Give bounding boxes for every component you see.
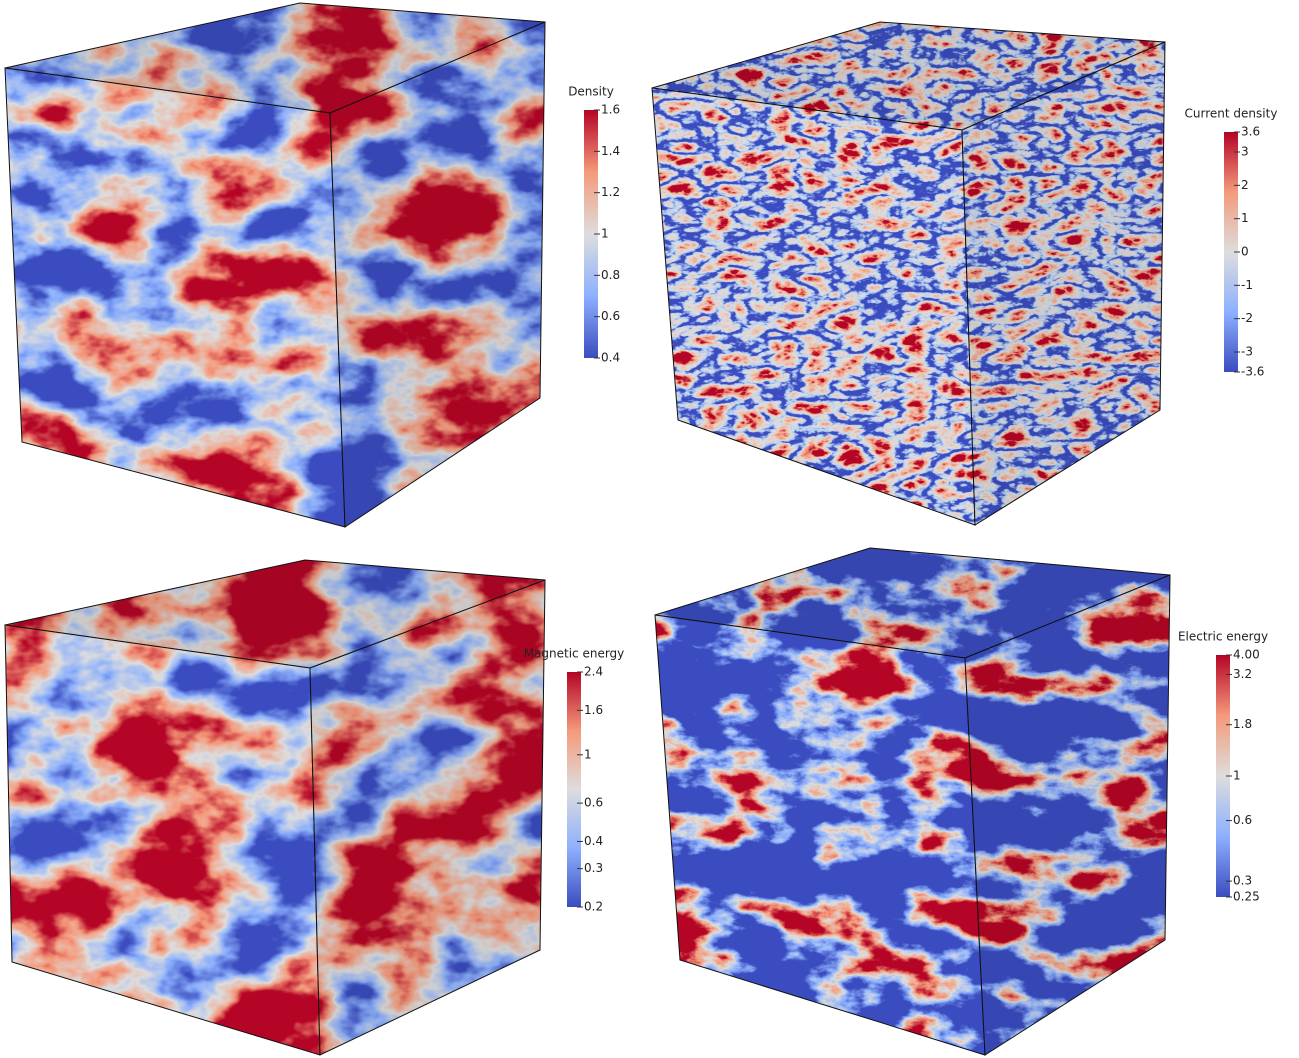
colorbar-tick-label: 3.6	[1241, 125, 1260, 139]
colorbar-tick-label: 0.8	[601, 268, 620, 282]
colorbar-title: Magnetic energy	[524, 647, 625, 661]
figure: Density 1.6 1.4 1.2 1 0.8 0.6 0.4 Current densit…	[0, 0, 1299, 1058]
colorbar-tick-label: 1.4	[601, 144, 620, 158]
colorbar-tick-label: 1.6	[601, 103, 620, 117]
colorbar-tick-label: 0.6	[1233, 813, 1252, 827]
colorbar-tick-label: -3	[1241, 345, 1253, 359]
colorbar-tick-label: 2	[1241, 178, 1249, 192]
colorbar-tick-label: 0.4	[601, 351, 620, 365]
colorbar-tick-label: 1	[584, 747, 592, 761]
colorbar-tick-label: 3.2	[1233, 667, 1252, 681]
colorbar-tick-label: -3.6	[1241, 365, 1264, 379]
colorbar-title: Electric energy	[1178, 630, 1268, 644]
colorbar-tick-label: 0.3	[584, 861, 603, 875]
cube	[655, 548, 1170, 1055]
colorbar	[567, 672, 581, 907]
cube	[5, 3, 545, 527]
colorbar-tick-label: 0	[1241, 245, 1249, 259]
colorbar-tick-label: -1	[1241, 278, 1253, 292]
colorbar-tick-label: 0.6	[584, 796, 603, 810]
cube-face	[655, 615, 985, 1055]
colorbar-title: Current density	[1185, 107, 1278, 121]
colorbar-tick-label: 3	[1241, 145, 1249, 159]
colorbar-tick-label: 1.8	[1233, 717, 1252, 731]
colorbar-tick-label: 4.00	[1233, 648, 1260, 662]
colorbar-tick-label: 1	[601, 227, 609, 241]
colorbar-tick-label: 0.25	[1233, 890, 1260, 904]
colorbar-tick-label: 0.6	[601, 309, 620, 323]
cube-face	[5, 625, 320, 1055]
colorbar-title: Density	[568, 85, 614, 99]
colorbar-tick-label: 1.6	[584, 703, 603, 717]
cube	[5, 560, 545, 1055]
cube-face	[5, 68, 345, 527]
cube	[652, 22, 1165, 525]
colorbar-tick-label: 1.2	[601, 185, 620, 199]
colorbar-tick-label: 1	[1233, 769, 1241, 783]
colorbar-tick-label: 1	[1241, 211, 1249, 225]
colorbar-tick-label: 0.3	[1233, 874, 1252, 888]
colorbar-tick-label: 2.4	[584, 665, 603, 679]
cube-face	[652, 88, 975, 525]
colorbar-tick-label: 0.4	[584, 834, 603, 848]
face-shade	[965, 575, 1170, 1055]
colorbar-tick-label: -2	[1241, 311, 1253, 325]
colorbar-tick-label: 0.2	[584, 900, 603, 914]
